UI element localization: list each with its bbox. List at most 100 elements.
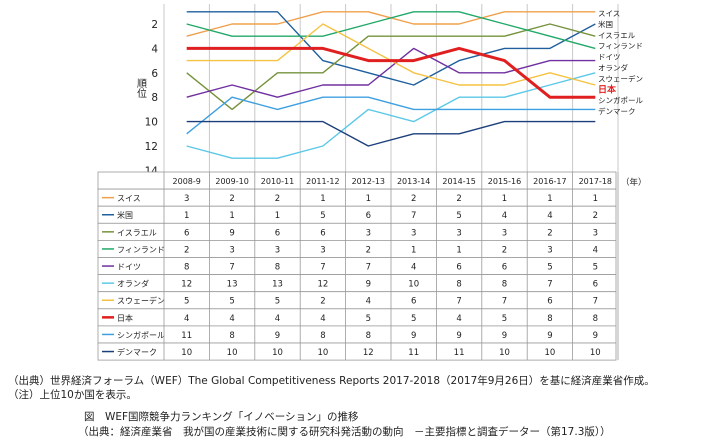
source-note: （出典）世界経済フォーラム（WEF）The Global Competitive… bbox=[8, 375, 655, 387]
column-header: 2012-13 bbox=[352, 177, 385, 186]
series-line bbox=[186, 46, 596, 99]
table-cell: 1 bbox=[366, 194, 371, 204]
table-cell: 7 bbox=[320, 263, 325, 273]
table-row bbox=[97, 274, 617, 293]
column-header: 2013-14 bbox=[397, 177, 430, 186]
line-label: フィンランド bbox=[598, 42, 643, 51]
table-cell: 9 bbox=[547, 331, 552, 341]
row-name: ドイツ bbox=[117, 263, 141, 272]
table-cell: 3 bbox=[320, 245, 325, 255]
y-tick-label: 12 bbox=[145, 141, 158, 153]
table-cell: 12 bbox=[317, 280, 328, 290]
column-header: 2017-18 bbox=[579, 177, 612, 186]
column-header: 2015-16 bbox=[488, 177, 521, 186]
y-tick-label: 10 bbox=[145, 117, 158, 129]
table-cell: 4 bbox=[320, 314, 325, 324]
table-cell: 10 bbox=[181, 348, 192, 358]
table-row bbox=[97, 205, 617, 224]
row-name: オランダ bbox=[117, 279, 149, 289]
table-cell: 3 bbox=[593, 228, 598, 238]
column-header: 2008-9 bbox=[173, 177, 201, 186]
table-cell: 8 bbox=[366, 331, 371, 341]
table-cell: 9 bbox=[229, 228, 234, 238]
table-cell: 10 bbox=[227, 348, 238, 358]
row-name: フィンランド bbox=[117, 245, 165, 254]
table-cell: 6 bbox=[456, 263, 461, 273]
line-labels: スイス米国イスラエルフィンランドドイツオランダスウェーデン日本シンガポールデンマ… bbox=[598, 9, 643, 116]
table-cell: 3 bbox=[184, 194, 189, 204]
line-label: オランダ bbox=[598, 63, 628, 73]
table-cell: 8 bbox=[547, 314, 552, 324]
series-line bbox=[186, 11, 596, 50]
y-tick-label: 8 bbox=[151, 92, 158, 104]
table-cell: 7 bbox=[366, 263, 371, 273]
table-cell: 10 bbox=[272, 348, 283, 358]
table-cell: 4 bbox=[502, 211, 507, 221]
table-cell: 6 bbox=[502, 263, 507, 273]
line-label: 米国 bbox=[598, 19, 613, 29]
line-label: スウェーデン bbox=[598, 73, 643, 83]
table-cell: 9 bbox=[411, 331, 416, 341]
table-row bbox=[97, 325, 617, 344]
table-cell: 1 bbox=[411, 245, 416, 255]
table-cell: 10 bbox=[544, 348, 555, 358]
table-cell: 8 bbox=[456, 280, 461, 290]
table-cell: 9 bbox=[593, 331, 598, 341]
table-cell: 11 bbox=[454, 348, 465, 358]
table-cell: 4 bbox=[547, 211, 552, 221]
table-cell: 4 bbox=[456, 314, 461, 324]
table-cell: 8 bbox=[502, 280, 507, 290]
table-cell: 2 bbox=[547, 228, 552, 238]
line-label: スイス bbox=[598, 9, 620, 18]
table-cell: 12 bbox=[363, 348, 374, 358]
table-cell: 1 bbox=[456, 245, 461, 255]
table-cell: 9 bbox=[456, 331, 461, 341]
table-cell: 1 bbox=[229, 211, 234, 221]
series-line bbox=[186, 120, 596, 147]
table-cell: 7 bbox=[547, 280, 552, 290]
table-cell: 9 bbox=[502, 331, 507, 341]
table-cell: 8 bbox=[184, 263, 189, 273]
table-cell: 5 bbox=[366, 314, 371, 324]
table-cell: 11 bbox=[181, 331, 192, 341]
series-line bbox=[186, 72, 596, 159]
table-cell: 9 bbox=[275, 331, 280, 341]
table-cell: 2 bbox=[502, 245, 507, 255]
column-header: 2010-11 bbox=[261, 177, 294, 186]
table-cell: 7 bbox=[593, 297, 598, 307]
table-cell: 5 bbox=[320, 211, 325, 221]
table-cell: 5 bbox=[502, 314, 507, 324]
table-cell: 12 bbox=[181, 280, 192, 290]
data-table: 2008-9 2009-10 2010-11 2011-12 2012-13 2013-1… bbox=[97, 171, 647, 361]
row-name: 米国 bbox=[117, 210, 133, 220]
table-cell: 10 bbox=[499, 348, 510, 358]
table-row bbox=[97, 222, 617, 241]
table-cell: 1 bbox=[502, 194, 507, 204]
grid-lines bbox=[163, 4, 619, 172]
table-cell: 13 bbox=[227, 280, 238, 290]
row-name: デンマーク bbox=[117, 347, 157, 357]
row-name: スイス bbox=[117, 194, 141, 203]
table-cell: 6 bbox=[411, 297, 416, 307]
table-cell: 1 bbox=[593, 194, 598, 204]
table-cell: 4 bbox=[229, 314, 234, 324]
row-name: スウェーデン bbox=[117, 296, 165, 306]
table-cell: 9 bbox=[366, 280, 371, 290]
table-cell: 3 bbox=[275, 245, 280, 255]
table-cell: 6 bbox=[320, 228, 325, 238]
table-cell: 8 bbox=[229, 331, 234, 341]
table-row bbox=[97, 308, 617, 327]
table-cell: 5 bbox=[547, 263, 552, 273]
table-cell: 4 bbox=[366, 297, 371, 307]
series-line bbox=[186, 47, 596, 98]
row-name: イスラエル bbox=[117, 228, 157, 237]
table-cell: 5 bbox=[456, 211, 461, 221]
line-label: ドイツ bbox=[598, 53, 621, 62]
figure-title: 図 WEF国際競争力ランキング「イノベーション」の推移 bbox=[84, 411, 359, 423]
table-cell: 7 bbox=[411, 211, 416, 221]
table-cell: 6 bbox=[275, 228, 280, 238]
line-label: イスラエル bbox=[598, 31, 636, 40]
table-cell: 2 bbox=[411, 194, 416, 204]
table-row bbox=[97, 188, 617, 207]
